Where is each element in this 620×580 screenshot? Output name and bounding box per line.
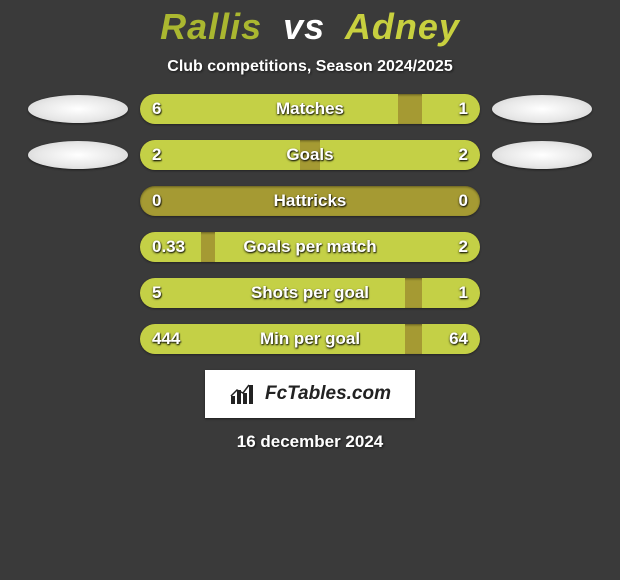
stat-value-left: 6 bbox=[152, 94, 161, 124]
stat-row: 0 0Hattricks bbox=[0, 186, 620, 216]
stats-chart: 61Matches22Goals00Hattricks0.332Goals pe… bbox=[0, 94, 620, 354]
stat-value-right: 64 bbox=[449, 324, 468, 354]
stat-row: 51Shots per goal bbox=[0, 278, 620, 308]
player2-marker bbox=[492, 141, 592, 169]
stat-fill-right bbox=[215, 232, 480, 262]
brand-bars-icon bbox=[229, 382, 259, 406]
stat-fill-right bbox=[422, 94, 480, 124]
stat-value-left: 5 bbox=[152, 278, 161, 308]
stat-value-right: 2 bbox=[459, 140, 468, 170]
subtitle: Club competitions, Season 2024/2025 bbox=[167, 58, 452, 76]
title-player2: Adney bbox=[345, 6, 460, 47]
stat-row: 61Matches bbox=[0, 94, 620, 124]
player2-marker bbox=[492, 95, 592, 123]
stat-value-right: 1 bbox=[459, 278, 468, 308]
brand-text: FcTables.com bbox=[265, 383, 391, 405]
stat-row: 44464Min per goal bbox=[0, 324, 620, 354]
brand-badge: FcTables.com bbox=[205, 370, 415, 418]
page-title: Rallis vs Adney bbox=[160, 6, 460, 48]
stat-fill-left bbox=[140, 94, 398, 124]
stat-fill-right bbox=[422, 278, 480, 308]
stat-value-left: 0.33 bbox=[152, 232, 185, 262]
stat-bar: 61Matches bbox=[140, 94, 480, 124]
player1-marker bbox=[28, 95, 128, 123]
stat-value-left: 444 bbox=[152, 324, 180, 354]
player1-marker bbox=[28, 141, 128, 169]
stat-bar: 0.332Goals per match bbox=[140, 232, 480, 262]
stat-value-right: 2 bbox=[459, 232, 468, 262]
stat-fill-right bbox=[320, 140, 480, 170]
date-label: 16 december 2024 bbox=[237, 432, 384, 452]
stat-bar: 44464Min per goal bbox=[140, 324, 480, 354]
stat-bar: 22Goals bbox=[140, 140, 480, 170]
stat-fill-left bbox=[140, 140, 300, 170]
stat-label: Hattricks bbox=[140, 186, 480, 216]
stat-row: 0.332Goals per match bbox=[0, 232, 620, 262]
title-player1: Rallis bbox=[160, 6, 262, 47]
stat-value-left: 0 bbox=[152, 186, 161, 216]
stat-value-right: 1 bbox=[459, 94, 468, 124]
stat-bar: 51Shots per goal bbox=[140, 278, 480, 308]
stat-value-left: 2 bbox=[152, 140, 161, 170]
stat-fill-left bbox=[140, 278, 405, 308]
stat-row: 22Goals bbox=[0, 140, 620, 170]
title-vs: vs bbox=[283, 6, 325, 47]
stat-value-right: 0 bbox=[459, 186, 468, 216]
stat-bar: 0 0Hattricks bbox=[140, 186, 480, 216]
comparison-card: Rallis vs Adney Club competitions, Seaso… bbox=[0, 0, 620, 580]
